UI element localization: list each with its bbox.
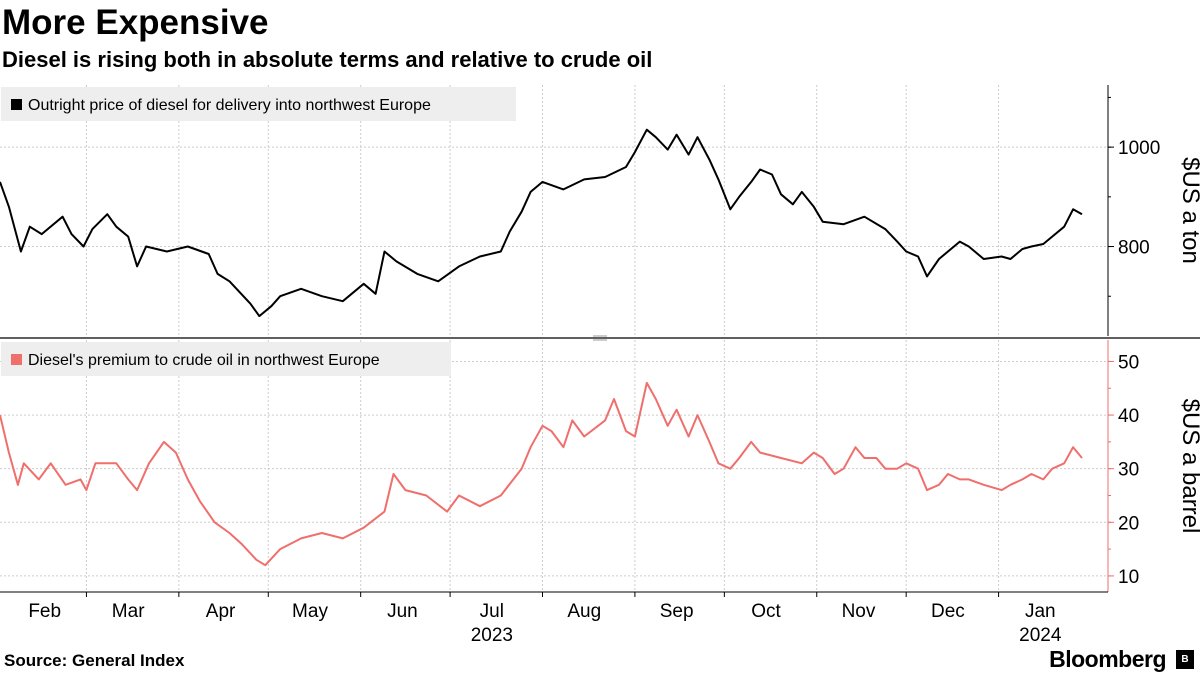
chart-subtitle: Diesel is rising both in absolute terms … <box>2 47 653 72</box>
bloomberg-mark-icon: B <box>1176 650 1194 669</box>
y-tick-label: 10 <box>1118 567 1139 588</box>
x-tick-label: Apr <box>206 601 236 622</box>
chart-title: More Expensive <box>2 3 269 42</box>
y-axis-label: $US a barrel <box>1177 399 1200 534</box>
x-year-label: 2023 <box>471 625 513 646</box>
y-tick-label: 20 <box>1118 513 1139 534</box>
legend-swatch <box>11 354 22 365</box>
x-tick-label: Jan <box>1025 601 1056 622</box>
x-year-label: 2024 <box>1019 625 1062 646</box>
legend-swatch <box>11 99 22 110</box>
x-tick-label: Mar <box>112 601 145 622</box>
premium-series-line <box>0 381 1083 567</box>
y-tick-label: 30 <box>1118 460 1139 481</box>
diesel-price-series-line <box>0 128 1083 318</box>
legend-label: Diesel's premium to crude oil in northwe… <box>28 352 380 369</box>
x-tick-label: Oct <box>751 601 781 622</box>
x-tick-label: Dec <box>931 601 965 622</box>
legend-box <box>1 87 516 121</box>
legend-label: Outright price of diesel for delivery in… <box>28 97 431 114</box>
x-tick-label: Aug <box>567 601 601 622</box>
y-axis-label: $US a ton <box>1177 157 1200 264</box>
source-note: Source: General Index <box>4 651 185 670</box>
x-tick-label: Nov <box>842 601 876 622</box>
y-tick-label: 1000 <box>1118 138 1160 159</box>
x-tick-label: Sep <box>660 601 694 622</box>
x-tick-label: Jul <box>480 601 504 622</box>
y-tick-label: 50 <box>1118 352 1139 373</box>
premium-panel: 10 20 30 40 50 $US a barrel Diesel's premium t… <box>0 340 1200 592</box>
bloomberg-logo: Bloomberg <box>1049 646 1166 672</box>
x-tick-label: Feb <box>28 601 61 622</box>
legend-box <box>1 342 451 376</box>
x-tick-label: Jun <box>387 601 418 622</box>
y-tick-label: 800 <box>1118 238 1150 259</box>
diesel-price-panel: 800 1000 $US a ton Outright price of diesel… <box>0 85 1200 336</box>
y-tick-label: 40 <box>1118 406 1139 427</box>
x-tick-label: May <box>292 601 328 622</box>
